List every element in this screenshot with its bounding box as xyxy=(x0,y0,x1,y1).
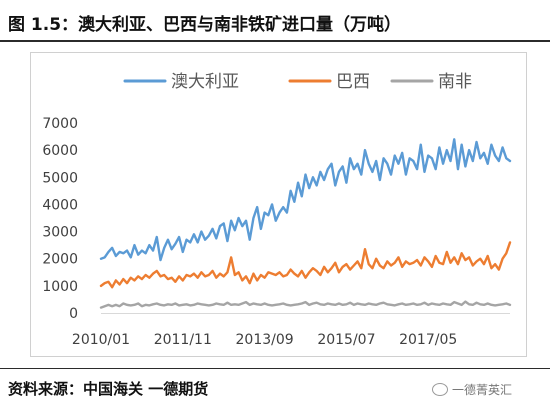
y-tick-label: 0 xyxy=(69,306,78,322)
footer-divider xyxy=(0,368,550,369)
x-tick-label: 2011/11 xyxy=(154,332,212,348)
header-divider xyxy=(0,40,550,42)
series-line-1 xyxy=(99,138,512,262)
source-note: 资料来源：中国海关 一德期货 xyxy=(8,380,209,398)
series-line-2 xyxy=(99,241,512,289)
chart-title: 图 1.5：澳大利亚、巴西与南非铁矿进口量（万吨） xyxy=(8,15,402,35)
legend-label: 南非 xyxy=(438,72,472,92)
series-line-3 xyxy=(99,300,512,309)
watermark-text: 一德菁英汇 xyxy=(452,383,513,397)
y-tick-label: 5000 xyxy=(42,170,78,186)
y-tick-label: 3000 xyxy=(42,225,78,241)
y-tick-label: 6000 xyxy=(42,143,78,159)
y-tick-label: 4000 xyxy=(42,197,78,213)
x-tick-label: 2015/07 xyxy=(317,332,375,348)
watermark: 一德菁英汇 xyxy=(432,381,512,398)
legend-label: 澳大利亚 xyxy=(171,72,239,92)
y-tick-label: 1000 xyxy=(42,279,78,295)
x-tick-label: 2013/09 xyxy=(236,332,294,348)
chart-frame xyxy=(30,52,527,357)
wechat-icon xyxy=(432,383,448,396)
y-tick-label: 7000 xyxy=(42,116,78,132)
x-tick-label: 2017/05 xyxy=(399,332,457,348)
y-tick-label: 2000 xyxy=(42,252,78,268)
legend-label: 巴西 xyxy=(336,72,370,92)
x-tick-label: 2010/01 xyxy=(72,332,130,348)
